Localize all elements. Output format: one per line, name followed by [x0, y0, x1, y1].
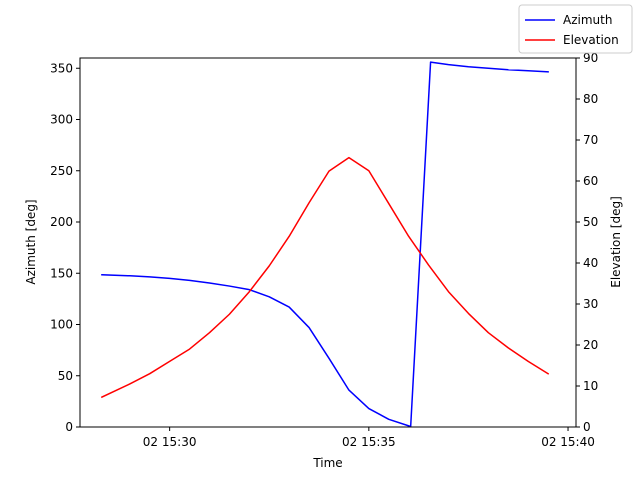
- y-left-tick-label: 0: [65, 420, 73, 434]
- y-right-tick-label: 10: [583, 379, 598, 393]
- y-right-tick-label: 70: [583, 133, 598, 147]
- y-right-tick-label: 40: [583, 256, 598, 270]
- y-left-tick-label: 250: [50, 164, 73, 178]
- legend-elevation-label: Elevation: [563, 33, 619, 47]
- y-right-tick-label: 30: [583, 297, 598, 311]
- legend-frame: [518, 4, 633, 54]
- y-right-tick-label: 80: [583, 92, 598, 106]
- series-line-azimuth: [101, 61, 549, 428]
- x-tick-label: 02 15:30: [143, 435, 197, 449]
- y-right-tick-label: 0: [583, 420, 591, 434]
- plot-frame: [79, 57, 577, 428]
- y-left-tick-label: 350: [50, 61, 73, 75]
- y-left-tick-label: 300: [50, 113, 73, 127]
- y-right-tick-label: 50: [583, 215, 598, 229]
- y-right-tick-label: 60: [583, 174, 598, 188]
- y-left-tick-label: 100: [50, 318, 73, 332]
- x-tick-label: 02 15:40: [541, 435, 595, 449]
- legend: Azimuth Elevation: [518, 4, 633, 54]
- y-left-tick-label: 50: [58, 369, 73, 383]
- legend-azimuth-label: Azimuth: [563, 13, 612, 27]
- y-right-tick-label: 90: [583, 51, 598, 65]
- x-tick-label: 02 15:35: [342, 435, 396, 449]
- plot-lines: [100, 61, 550, 428]
- y-axis-left-label: Azimuth [deg]: [24, 199, 38, 284]
- y-left-tick-label: 200: [50, 215, 73, 229]
- y-axis-left-ticks: 0 50 100 150 200 250 300 350: [50, 61, 80, 434]
- y-left-tick-label: 150: [50, 266, 73, 280]
- y-right-tick-label: 20: [583, 338, 598, 352]
- x-axis-label: Time: [312, 456, 342, 470]
- y-axis-right-ticks: 0 10 20 30 40 50 60 70 80 90: [576, 51, 598, 434]
- y-axis-right-label: Elevation [deg]: [609, 196, 623, 288]
- x-axis-ticks: 02 15:30 02 15:35 02 15:40: [143, 427, 595, 449]
- series-line-elevation: [100, 156, 550, 399]
